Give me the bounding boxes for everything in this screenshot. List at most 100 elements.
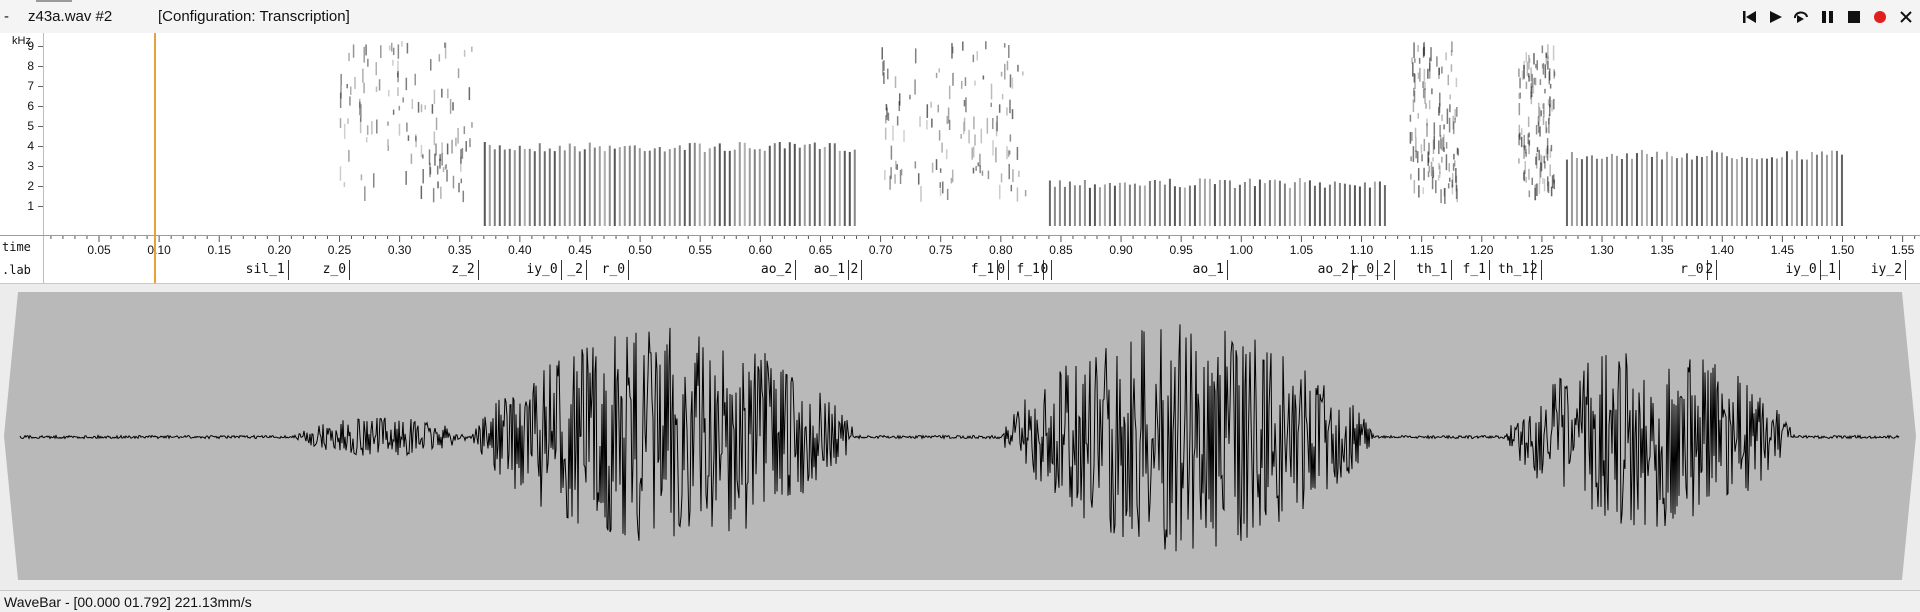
lab-segment-boundary[interactable] bbox=[628, 260, 630, 280]
menu-dash[interactable]: - bbox=[4, 8, 9, 25]
spectrogram-noise bbox=[1547, 99, 1550, 106]
lab-segment-label[interactable]: r_0 bbox=[601, 262, 626, 277]
spectrogram-noise bbox=[1443, 124, 1445, 130]
spectrogram-noise bbox=[1543, 178, 1546, 192]
lab-segment-label[interactable]: r_0 bbox=[1680, 262, 1704, 277]
lab-segment-label[interactable]: 2 bbox=[850, 262, 859, 277]
lab-segment-boundary[interactable] bbox=[1819, 260, 1821, 280]
spectrogram-noise bbox=[420, 104, 423, 113]
lab-segment-boundary[interactable] bbox=[997, 260, 999, 280]
spectrogram-noise bbox=[951, 169, 954, 183]
lab-segment-boundary[interactable] bbox=[1489, 260, 1490, 280]
stop-icon[interactable] bbox=[1844, 7, 1864, 27]
spectrogram-noise bbox=[410, 153, 413, 164]
lab-segment-boundary[interactable] bbox=[1351, 260, 1353, 280]
spectrogram-striation bbox=[648, 150, 651, 226]
spectrogram-panel[interactable]: kHz 9 8 7 6 5 4 3 2 1 bbox=[0, 33, 1920, 235]
spectrogram-noise bbox=[926, 104, 929, 118]
lab-segment-boundary[interactable] bbox=[1450, 260, 1452, 280]
spectrogram-noise bbox=[434, 153, 436, 166]
skip-to-start-icon[interactable] bbox=[1740, 7, 1760, 27]
lab-segment-boundary[interactable] bbox=[848, 260, 850, 280]
lab-segment-label[interactable]: 0 bbox=[1040, 262, 1049, 277]
lab-segment-boundary[interactable] bbox=[585, 260, 587, 280]
lab-segment-boundary[interactable] bbox=[1540, 260, 1542, 280]
lab-segment-boundary[interactable] bbox=[1377, 260, 1379, 280]
lab-segment-boundary[interactable] bbox=[477, 260, 479, 280]
window-titlebar: - z43a.wav #2 [Configuration: Transcript… bbox=[0, 0, 1920, 34]
spectrogram-noise bbox=[1523, 64, 1525, 79]
spectrogram-noise bbox=[948, 119, 951, 130]
playback-cursor[interactable] bbox=[154, 33, 157, 283]
lab-segment-label[interactable]: iy_0 bbox=[1785, 262, 1817, 277]
spectrogram-noise bbox=[1410, 156, 1412, 162]
lab-segment-label[interactable]: ao_1 bbox=[1192, 262, 1224, 277]
wavebar-panel[interactable] bbox=[0, 284, 1920, 590]
lab-segment-label[interactable]: ao_2 bbox=[1317, 262, 1349, 277]
spectrogram-noise bbox=[471, 46, 473, 52]
lab-segment-boundary[interactable] bbox=[1532, 260, 1534, 280]
lab-segment-boundary[interactable] bbox=[1394, 260, 1395, 280]
lab-segment-boundary[interactable] bbox=[795, 260, 797, 280]
spectrogram-noise bbox=[976, 51, 978, 61]
lab-segment-boundary[interactable] bbox=[1838, 260, 1840, 280]
play-loop-icon[interactable] bbox=[1792, 7, 1812, 27]
spectrogram-noise bbox=[458, 182, 460, 193]
spectrogram-striation bbox=[568, 143, 571, 226]
lab-segment-label[interactable]: _2 bbox=[1375, 262, 1391, 277]
lab-segment-boundary[interactable] bbox=[1051, 260, 1053, 280]
lab-segment-label[interactable]: 2 bbox=[1705, 262, 1714, 277]
spectrogram-noise bbox=[1423, 68, 1426, 82]
spectrogram-noise bbox=[1540, 110, 1542, 117]
lab-segment-boundary[interactable] bbox=[287, 260, 289, 280]
lab-segment-label[interactable]: 2 bbox=[1529, 262, 1538, 277]
lab-segment-boundary[interactable] bbox=[560, 260, 562, 280]
spectrogram-striation bbox=[1103, 184, 1106, 226]
lab-segment-label[interactable]: th_1 bbox=[1416, 262, 1448, 277]
record-icon[interactable] bbox=[1870, 7, 1890, 27]
spectrogram-striation bbox=[1318, 182, 1321, 226]
time-tick-label: 0.90 bbox=[1109, 243, 1133, 257]
lab-segment-label[interactable]: r_0 bbox=[1350, 262, 1375, 277]
play-icon[interactable] bbox=[1766, 7, 1786, 27]
lab-segment-label[interactable]: th_1 bbox=[1497, 262, 1530, 277]
lab-segment-label[interactable]: z_0 bbox=[322, 262, 347, 277]
lab-segment-label[interactable]: _2 bbox=[567, 262, 583, 277]
spectrogram-noise bbox=[1422, 187, 1424, 195]
spectrogram-noise bbox=[1423, 167, 1425, 181]
spectrogram-noise bbox=[882, 61, 884, 76]
spectrogram-noise bbox=[415, 136, 417, 142]
lab-segment-label[interactable]: ao_1 bbox=[813, 262, 846, 277]
lab-segment-label[interactable]: f_1 bbox=[1016, 262, 1040, 277]
lab-segment-boundary[interactable] bbox=[861, 260, 863, 280]
pause-icon[interactable] bbox=[1818, 7, 1838, 27]
spectrogram-noise bbox=[1547, 44, 1549, 60]
spectrogram-noise bbox=[1438, 106, 1440, 116]
lab-segment-label[interactable]: _1 bbox=[1820, 262, 1836, 277]
close-icon[interactable] bbox=[1896, 7, 1916, 27]
lab-segment-boundary[interactable] bbox=[1008, 260, 1010, 280]
lab-segment-boundary[interactable] bbox=[1905, 260, 1907, 280]
lab-segment-label[interactable]: f_1 bbox=[970, 262, 995, 277]
lab-segment-label[interactable]: iy_0 bbox=[526, 262, 558, 277]
lab-segment-label[interactable]: 0 bbox=[997, 262, 1006, 277]
lab-segment-boundary[interactable] bbox=[349, 260, 351, 280]
spectrogram-noise bbox=[973, 116, 975, 130]
lab-segment-boundary[interactable] bbox=[1042, 260, 1044, 280]
spectrogram-noise bbox=[1553, 174, 1555, 184]
lab-segment-boundary[interactable] bbox=[1706, 260, 1708, 280]
lab-segment-label[interactable]: iy_2 bbox=[1870, 262, 1903, 277]
spectrogram-noise bbox=[1439, 165, 1441, 174]
spectrogram-noise bbox=[1547, 60, 1549, 70]
lab-segment-label[interactable]: z_2 bbox=[451, 262, 475, 277]
lab-segment-label[interactable]: sil_1 bbox=[245, 262, 285, 277]
lab-segment-label[interactable]: ao_2 bbox=[760, 262, 793, 277]
spectrogram-noise bbox=[349, 96, 351, 106]
spectrogram-noise bbox=[1011, 77, 1014, 89]
spectrogram-noise bbox=[992, 140, 994, 156]
lab-tier[interactable]: .lab sil_1 z_0 z_2 iy_0 _2 r_0 ao_2 ao_1 2 f_1 0 f_… bbox=[0, 259, 1920, 284]
khz-tick-mark bbox=[38, 186, 43, 187]
lab-segment-label[interactable]: f_1 bbox=[1462, 262, 1486, 277]
lab-segment-boundary[interactable] bbox=[1226, 260, 1228, 280]
lab-segment-boundary[interactable] bbox=[1716, 260, 1718, 280]
